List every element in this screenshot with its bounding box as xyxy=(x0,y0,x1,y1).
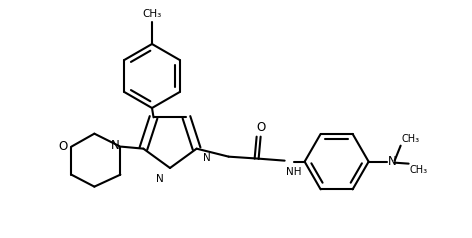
Text: O: O xyxy=(256,121,265,134)
Text: CH₃: CH₃ xyxy=(410,165,428,175)
Text: N: N xyxy=(156,174,164,184)
Text: N: N xyxy=(202,153,211,163)
Text: NH: NH xyxy=(286,167,301,177)
Text: N: N xyxy=(388,155,396,168)
Text: N: N xyxy=(110,139,119,152)
Text: O: O xyxy=(58,140,67,153)
Text: CH₃: CH₃ xyxy=(143,9,161,19)
Text: CH₃: CH₃ xyxy=(402,134,420,144)
